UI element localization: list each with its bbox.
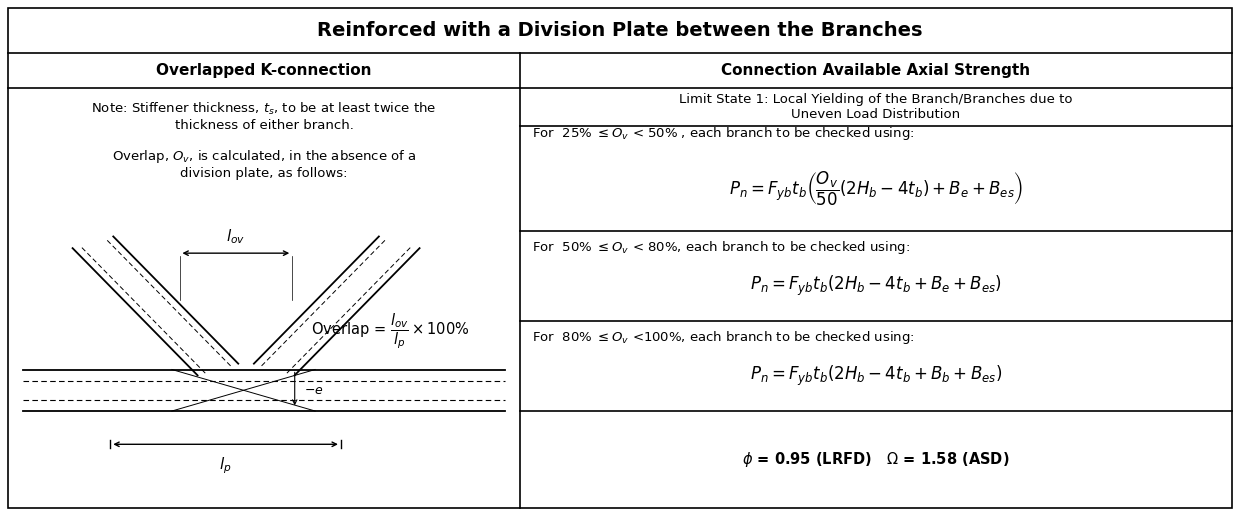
Text: $l_{ov}$: $l_{ov}$ xyxy=(226,228,246,246)
Text: Reinforced with a Division Plate between the Branches: Reinforced with a Division Plate between… xyxy=(317,21,923,40)
Text: For  25% $\leq O_v$ < 50% , each branch to be checked using:: For 25% $\leq O_v$ < 50% , each branch t… xyxy=(532,125,914,142)
Text: Limit State 1: Local Yielding of the Branch/Branches due to
Uneven Load Distribu: Limit State 1: Local Yielding of the Bra… xyxy=(680,93,1073,121)
Text: $P_n = F_{yb}t_b\left(\dfrac{O_v}{50}\left(2H_b - 4t_b\right) + B_e + B_{es}\rig: $P_n = F_{yb}t_b\left(\dfrac{O_v}{50}\le… xyxy=(729,169,1023,207)
Text: For  50% $\leq O_v$ < 80%, each branch to be checked using:: For 50% $\leq O_v$ < 80%, each branch to… xyxy=(532,239,910,256)
Text: $P_n = F_{yb}t_b\left(2H_b - 4t_b + B_e + B_{es}\right)$: $P_n = F_{yb}t_b\left(2H_b - 4t_b + B_e … xyxy=(750,274,1002,298)
Text: $\phi$ = 0.95 (LRFD)   $\Omega$ = 1.58 (ASD): $\phi$ = 0.95 (LRFD) $\Omega$ = 1.58 (AS… xyxy=(743,450,1009,469)
Text: $P_n = F_{yb}t_b\left(2H_b - 4t_b + B_b + B_{es}\right)$: $P_n = F_{yb}t_b\left(2H_b - 4t_b + B_b … xyxy=(750,364,1002,388)
Text: Connection Available Axial Strength: Connection Available Axial Strength xyxy=(722,63,1030,78)
Text: For  80% $\leq O_v$ <100%, each branch to be checked using:: For 80% $\leq O_v$ <100%, each branch to… xyxy=(532,330,914,347)
Text: Note: Stiffener thickness, $t_s$, to be at least twice the
thickness of either b: Note: Stiffener thickness, $t_s$, to be … xyxy=(92,101,436,132)
Text: $-e$: $-e$ xyxy=(304,384,324,397)
Text: Overlap, $O_v$, is calculated, in the absence of a
division plate, as follows:: Overlap, $O_v$, is calculated, in the ab… xyxy=(112,148,417,180)
Text: Overlap = $\dfrac{l_{ov}}{l_p} \times 100\%$: Overlap = $\dfrac{l_{ov}}{l_p} \times 10… xyxy=(311,311,469,351)
Text: Overlapped K-connection: Overlapped K-connection xyxy=(156,63,372,78)
Text: $l_p$: $l_p$ xyxy=(219,455,232,476)
